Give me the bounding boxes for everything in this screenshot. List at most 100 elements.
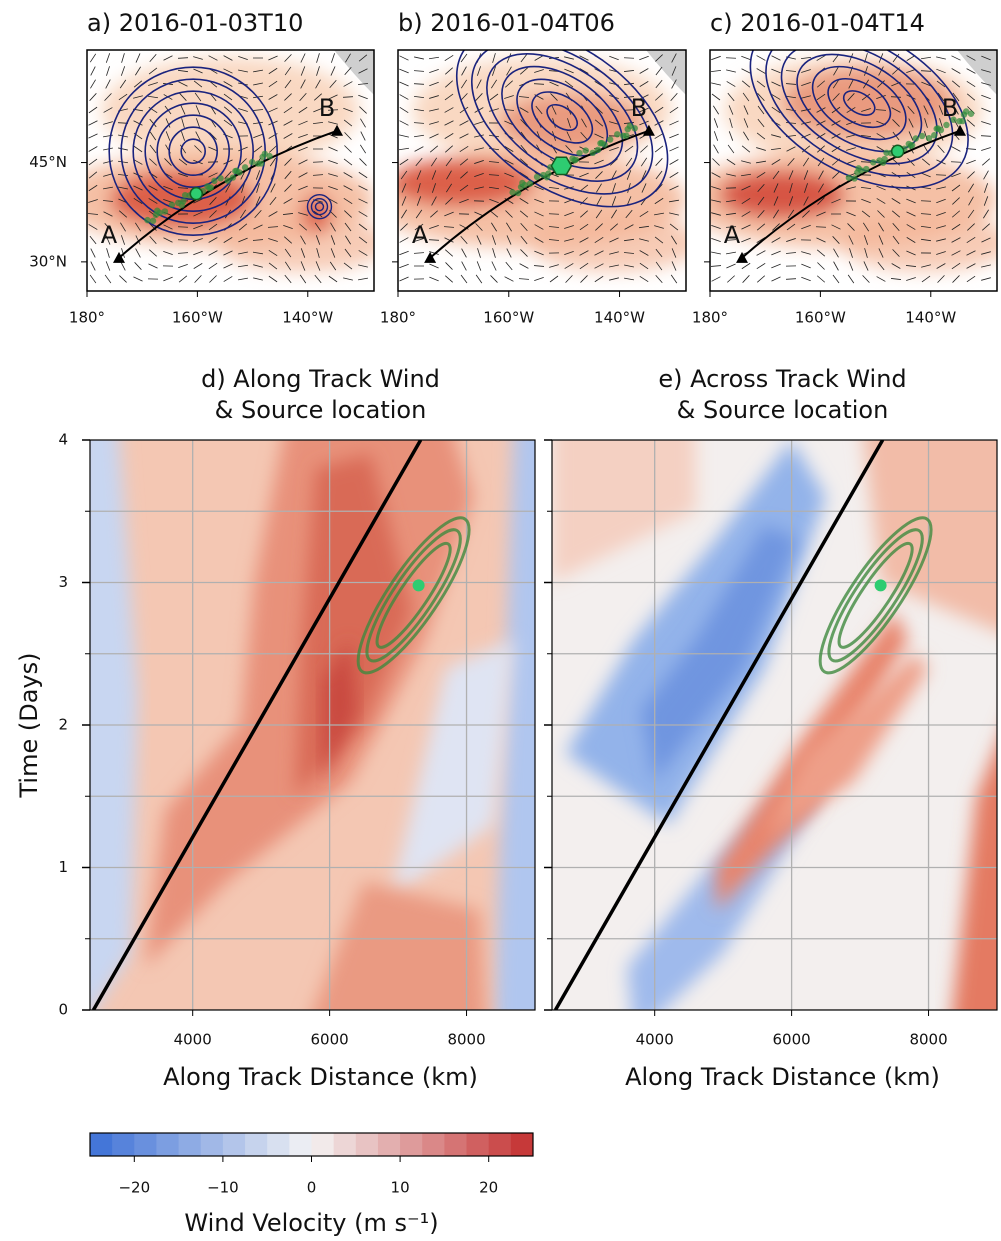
wind-arrow — [314, 274, 322, 284]
wind-arrow — [358, 94, 368, 100]
wind-arrow — [671, 248, 677, 258]
wind-arrow — [726, 69, 736, 73]
wind-arrow — [951, 250, 961, 256]
wind-arrow — [298, 172, 308, 178]
wind-arrow — [785, 95, 797, 99]
wind-arrow — [906, 68, 916, 74]
wind-arrow — [787, 209, 795, 219]
wind-arrow — [446, 170, 452, 180]
wind-arrow — [831, 224, 841, 230]
particle — [943, 121, 950, 129]
wind-arrow — [253, 145, 263, 153]
wind-arrow — [937, 145, 945, 153]
wind-arrow — [771, 134, 781, 138]
wind-arrow — [223, 68, 233, 74]
wind-arrow — [981, 251, 991, 255]
wind-arrow — [726, 81, 736, 87]
wind-arrow — [88, 171, 98, 179]
wind-arrow — [88, 146, 98, 152]
wind-arrow — [147, 95, 159, 99]
wind-arrow — [861, 93, 871, 101]
wind-arrow — [255, 170, 261, 180]
wind-arrow — [344, 132, 352, 140]
wind-arrow — [906, 224, 916, 230]
wind-arrow — [906, 250, 916, 256]
wind-arrow — [906, 55, 916, 61]
wind-arrow — [401, 183, 407, 193]
particle — [224, 177, 231, 184]
wind-arrow — [89, 235, 97, 245]
wind-arrow — [88, 120, 98, 126]
wind-arrow — [87, 213, 99, 215]
track-label: B — [631, 94, 647, 122]
track-end — [113, 251, 126, 263]
x-tick-label: 4000 — [174, 1031, 212, 1049]
wind-arrow — [625, 157, 633, 167]
wind-arrow — [891, 198, 901, 204]
wind-arrow — [920, 213, 932, 215]
wind-arrow — [208, 262, 218, 270]
particle — [857, 167, 865, 174]
track-end — [954, 124, 967, 136]
wind-arrow — [253, 277, 263, 281]
wind-arrow — [477, 248, 481, 258]
wind-arrow — [179, 144, 187, 154]
wind-arrow — [951, 146, 961, 152]
wind-arrow — [492, 53, 496, 63]
x-tick-label: 160°W — [483, 309, 534, 327]
wind-arrow — [163, 224, 173, 230]
wind-arrow — [148, 198, 158, 204]
pressure-contour — [310, 197, 329, 216]
shade — [527, 213, 686, 272]
wind-arrow — [429, 263, 439, 269]
wind-arrow — [966, 55, 976, 61]
wind-arrow — [344, 210, 352, 218]
wind-arrow — [134, 262, 142, 270]
wind-arrow — [460, 235, 468, 245]
wind-arrow — [313, 107, 323, 113]
wind-arrow — [609, 223, 619, 231]
wind-arrow — [551, 105, 557, 115]
wind-arrow — [741, 160, 751, 164]
particle — [931, 132, 938, 139]
wind-arrow — [492, 66, 496, 76]
wind-arrow — [103, 186, 113, 190]
wind-arrow — [149, 223, 157, 231]
wind-arrow — [399, 55, 409, 61]
wind-arrow — [253, 133, 263, 139]
wind-arrow — [968, 196, 974, 206]
wind-arrow — [669, 133, 679, 139]
wind-arrow — [800, 57, 812, 59]
x-tick-label: 180° — [380, 309, 416, 327]
pressure-contour — [108, 66, 278, 237]
wind-arrow — [504, 146, 514, 152]
wind-arrow — [239, 209, 247, 219]
wind-arrow — [177, 252, 189, 254]
wind-arrow — [803, 196, 809, 206]
wind-arrow — [459, 198, 469, 204]
wind-arrow — [504, 159, 514, 165]
wind-arrow — [119, 275, 127, 283]
wind-arrow — [639, 120, 649, 126]
x-tick-label: 160°W — [172, 309, 223, 327]
x-tick-label: 140°W — [905, 309, 956, 327]
wind-arrow — [120, 235, 126, 245]
source-marker — [874, 579, 887, 592]
wind-arrow — [741, 237, 751, 243]
wind-arrow — [952, 92, 960, 102]
wind-arrow — [429, 121, 439, 125]
wind-arrow — [106, 66, 110, 76]
wind-arrow — [671, 79, 677, 89]
wind-arrow — [609, 121, 619, 125]
wind-arrow — [654, 212, 664, 216]
particle — [626, 122, 634, 130]
wind-arrow — [937, 275, 945, 283]
colorbar-swatch — [510, 1133, 534, 1156]
particle — [258, 160, 265, 167]
track-end — [642, 124, 655, 136]
source-contour — [827, 528, 924, 663]
wind-arrow — [488, 174, 500, 176]
wind-arrow — [951, 68, 961, 74]
pressure-contour — [842, 90, 876, 116]
wind-arrow — [936, 211, 946, 217]
